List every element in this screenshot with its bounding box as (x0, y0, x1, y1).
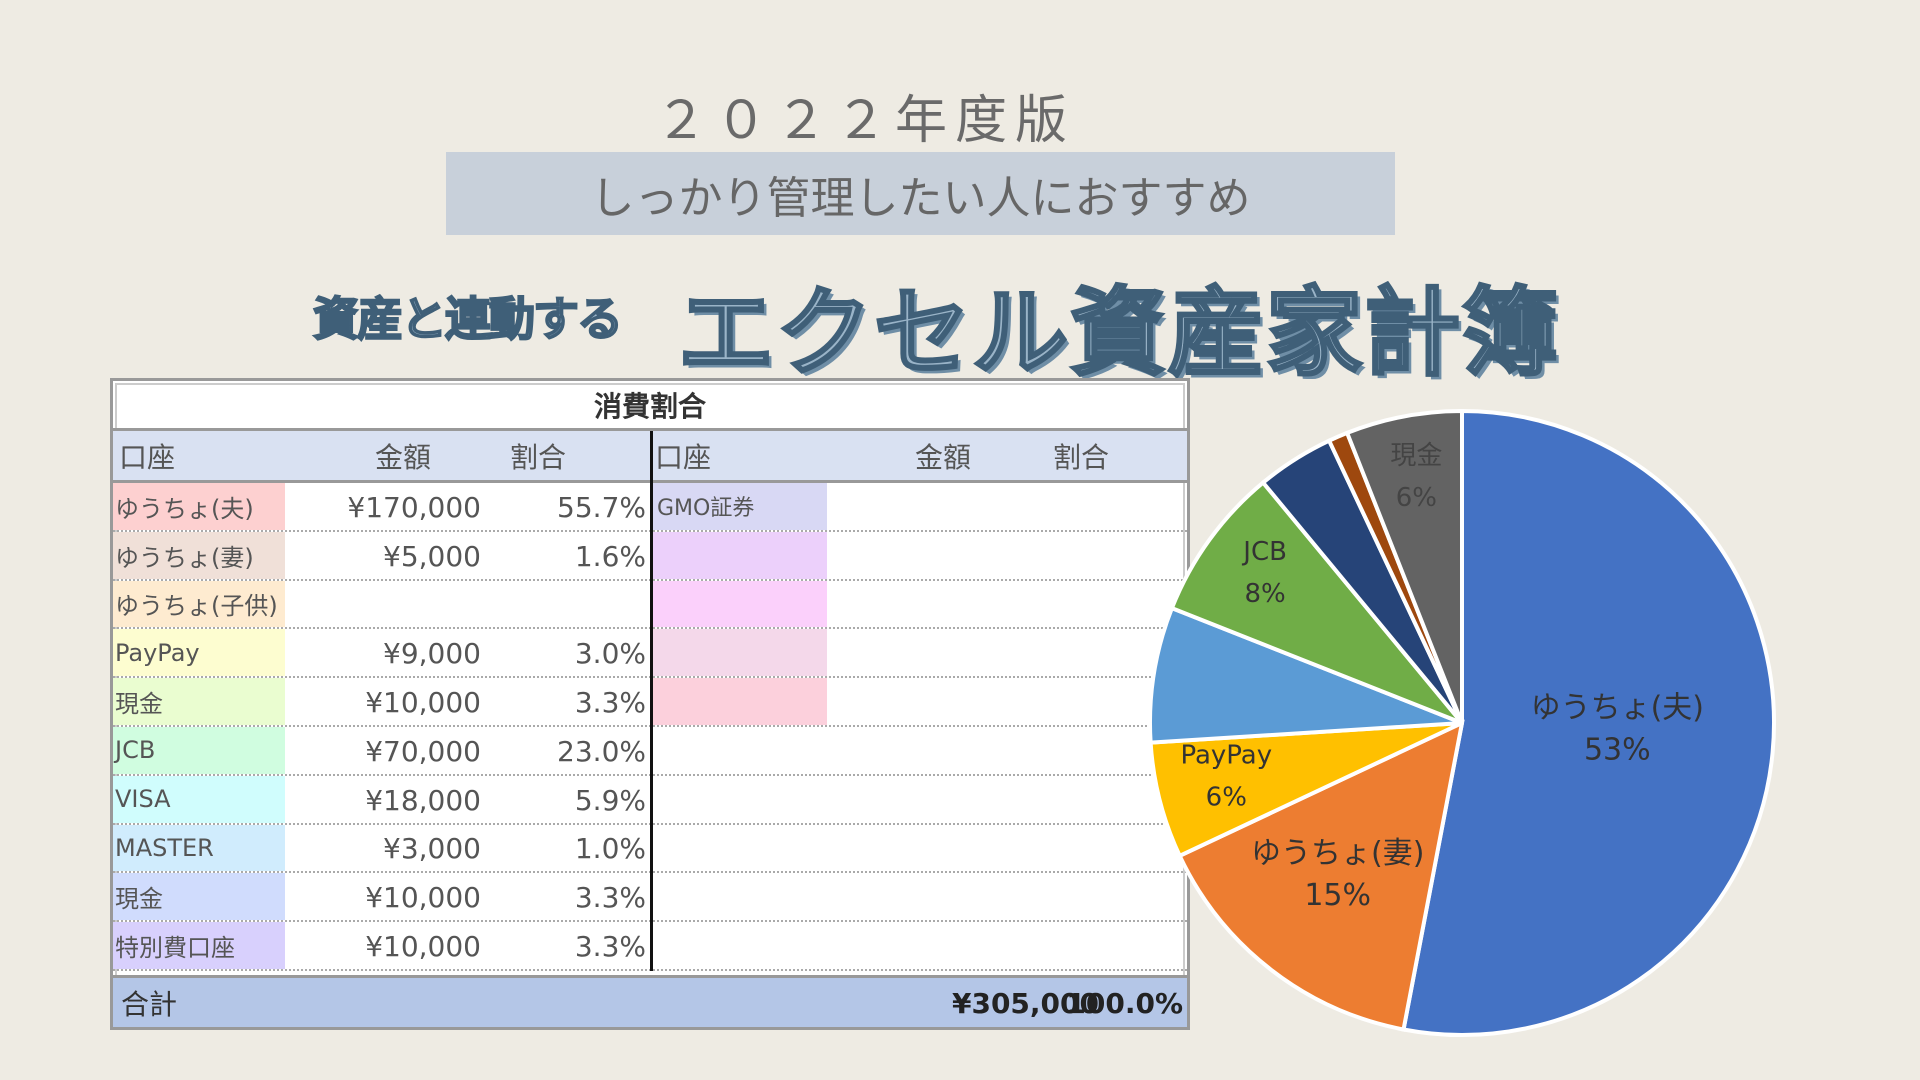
pie-slice-percent: 6% (1206, 783, 1247, 813)
amount: ¥9,000 (383, 637, 481, 671)
table-row: 特別費口座 ¥10,000 3.3% (113, 922, 1187, 971)
amount: ¥3,000 (383, 832, 481, 866)
pie-slice-percent: 8% (1244, 579, 1285, 609)
pie-slice (1401, 408, 1776, 1037)
table-title: 消費割合 (113, 381, 1187, 431)
pie-slice (1344, 408, 1464, 724)
table-row: ゆうちょ(子供) (113, 580, 1187, 630)
right-account-label (653, 531, 827, 579)
spending-ratio-table: 消費割合 口座 金額 割合 口座 金額 割合 ゆうちょ(夫) ¥170,000 55.7%… (110, 378, 1190, 1030)
right-account-label (653, 629, 827, 677)
account-label: MASTER (113, 824, 285, 872)
account-label: JCB (113, 727, 285, 774)
total-amount: ¥305,000 (951, 986, 1099, 1020)
right-account-label (653, 678, 827, 725)
column-divider (650, 431, 653, 971)
pie-slice (1169, 479, 1464, 725)
spending-pie-chart: ゆうちょ(夫) 53% ゆうちょ(妻) 15% PayPay 6% JCB 8% 現金 6% (1148, 408, 1776, 1037)
percent: 1.6% (574, 539, 646, 573)
recommendation-banner: しっかり管理したい人におすすめ (446, 152, 1395, 235)
amount: ¥70,000 (365, 734, 481, 768)
amount: ¥10,000 (365, 686, 481, 720)
pie-slice-percent: 15% (1304, 878, 1371, 913)
percent: 55.7% (557, 490, 646, 524)
amount: ¥18,000 (365, 783, 481, 817)
account-label: VISA (113, 775, 285, 823)
account-label: 特別費口座 (113, 922, 285, 969)
percent: 3.3% (574, 930, 646, 964)
amount: ¥10,000 (365, 881, 481, 915)
percent: 3.3% (574, 881, 646, 915)
pie-slice-percent: 6% (1396, 483, 1437, 513)
account-label: PayPay (113, 629, 285, 677)
pie-slice (1177, 719, 1465, 1032)
account-label: ゆうちょ(子供) (113, 580, 285, 628)
percent: 3.3% (574, 686, 646, 720)
amount (285, 581, 485, 630)
total-row: 合計 ¥305,000 100.0% (113, 975, 1187, 1027)
total-percent: 100.0% (1066, 986, 1183, 1020)
right-account-label (653, 580, 827, 628)
pie-slice-label: 現金 (1390, 441, 1442, 471)
percent: 23.0% (557, 734, 646, 768)
table-row: 現金 ¥10,000 3.3% (113, 873, 1187, 923)
pie-slice-percent: 53% (1584, 733, 1651, 768)
amount: ¥10,000 (365, 930, 481, 964)
amount: ¥5,000 (383, 539, 481, 573)
pie-slice-label: ゆうちょ(夫) (1531, 691, 1704, 726)
subtitle: 資産と連動する (312, 291, 624, 347)
right-account-label: GMO証券 (653, 483, 827, 530)
column-header: 口座 (119, 441, 176, 474)
percent: 3.0% (574, 637, 646, 671)
table-row: PayPay ¥9,000 3.0% (113, 629, 1187, 679)
total-label: 合計 (121, 988, 178, 1021)
edition-year: ２０２２年度版 (654, 91, 1075, 151)
pie-slice-label: ゆうちょ(妻) (1251, 836, 1424, 871)
account-label: 現金 (113, 873, 285, 921)
pie-slice-label: JCB (1241, 537, 1287, 567)
column-header: 金額 (914, 441, 971, 474)
column-header: 割合 (1052, 441, 1109, 474)
account-label: 現金 (113, 678, 285, 725)
percent (485, 581, 650, 630)
percent: 5.9% (574, 783, 646, 817)
pie-slice (1148, 605, 1463, 745)
percent: 1.0% (574, 832, 646, 866)
column-header: 口座 (655, 441, 712, 474)
account-label: ゆうちょ(夫) (113, 483, 285, 530)
column-header: 金額 (374, 441, 431, 474)
pie-slice-label: PayPay (1180, 741, 1272, 771)
account-label: ゆうちょ(妻) (113, 531, 285, 579)
main-title: エクセル資産家計簿 (677, 276, 1560, 391)
amount: ¥170,000 (347, 490, 481, 524)
column-header: 割合 (509, 441, 566, 474)
